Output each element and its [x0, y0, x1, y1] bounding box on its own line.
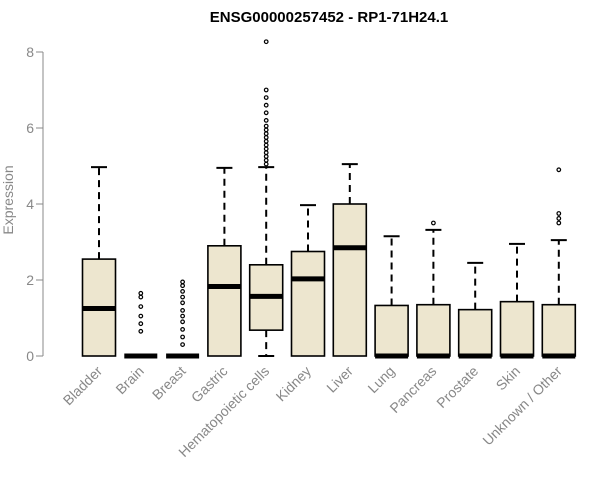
x-tick-label: Liver: [323, 363, 356, 396]
outlier-point: [263, 110, 269, 116]
outlier-point: [180, 313, 186, 319]
box-skin: [499, 242, 535, 359]
outlier-point: [263, 95, 269, 100]
y-tick-label: 2: [26, 272, 34, 288]
outlier-point: [180, 334, 186, 340]
y-tick-label: 6: [26, 120, 34, 136]
outlier-point: [263, 39, 269, 45]
outlier-point: [180, 327, 186, 332]
outlier-point: [263, 135, 269, 140]
outlier-point: [180, 342, 186, 348]
outlier-point: [180, 319, 186, 325]
box-hematopoietic-cells: [248, 39, 284, 357]
outlier-point: [138, 321, 144, 327]
outlier-point: [263, 102, 269, 108]
box-iqr: [290, 250, 326, 357]
outlier-point: [263, 138, 269, 144]
outlier-point: [180, 308, 186, 313]
outlier-point: [263, 117, 269, 123]
outlier-point: [263, 146, 269, 152]
box-gastric: [207, 166, 242, 357]
outlier-point: [138, 313, 144, 319]
outlier-point: [138, 290, 144, 296]
outlier-point: [180, 289, 186, 294]
outlier-point: [263, 87, 269, 93]
x-tick-label: Lung: [364, 363, 397, 396]
x-tick-label: Breast: [149, 363, 189, 403]
outlier-point: [263, 157, 269, 163]
box-unknown-other: [541, 167, 577, 359]
box-iqr: [207, 245, 242, 357]
x-tick-label: Prostate: [433, 363, 481, 411]
x-tick-label: Unknown / Other: [479, 363, 565, 449]
box-bladder: [81, 166, 117, 357]
box-breast: [166, 279, 200, 359]
outlier-point: [556, 167, 562, 173]
y-axis: 0 2 4 6 8: [26, 44, 44, 364]
outlier-point: [263, 127, 269, 133]
outlier-point: [180, 300, 186, 306]
outlier-point: [556, 211, 562, 216]
box-iqr: [457, 308, 493, 357]
box-iqr: [416, 303, 451, 357]
y-tick-label: 4: [26, 196, 34, 212]
outlier-point: [263, 131, 269, 137]
outlier-point: [263, 123, 269, 129]
x-tick-label: Bladder: [60, 363, 106, 409]
outlier-point: [263, 161, 269, 167]
box-iqr: [374, 304, 409, 357]
chart-title: ENSG00000257452 - RP1-71H24.1: [210, 9, 449, 26]
x-tick-label: Skin: [493, 363, 524, 394]
outlier-point: [180, 283, 186, 289]
outlier-point: [263, 150, 269, 156]
box-iqr: [332, 203, 368, 357]
box-liver: [332, 163, 368, 357]
box-iqr: [541, 303, 577, 357]
outlier-point: [180, 279, 186, 285]
outlier-point: [556, 216, 562, 221]
boxes-group: [81, 39, 577, 359]
outlier-point: [556, 220, 562, 226]
outlier-point: [138, 328, 144, 334]
y-tick-label: 0: [26, 348, 34, 364]
box-lung: [374, 235, 409, 359]
box-kidney: [290, 204, 326, 357]
box-iqr: [499, 300, 535, 357]
x-tick-label: Brain: [112, 363, 146, 397]
outlier-point: [138, 294, 144, 300]
box-prostate: [457, 261, 493, 359]
x-tick-label: Kidney: [273, 363, 315, 405]
outlier-point: [431, 220, 436, 226]
outlier-point: [263, 142, 269, 148]
box-pancreas: [416, 220, 451, 359]
outlier-point: [138, 304, 144, 310]
box-brain: [124, 290, 158, 359]
y-tick-label: 8: [26, 44, 34, 60]
outlier-point: [263, 154, 269, 159]
y-axis-label: Expression: [0, 165, 16, 234]
outlier-point: [180, 294, 186, 300]
